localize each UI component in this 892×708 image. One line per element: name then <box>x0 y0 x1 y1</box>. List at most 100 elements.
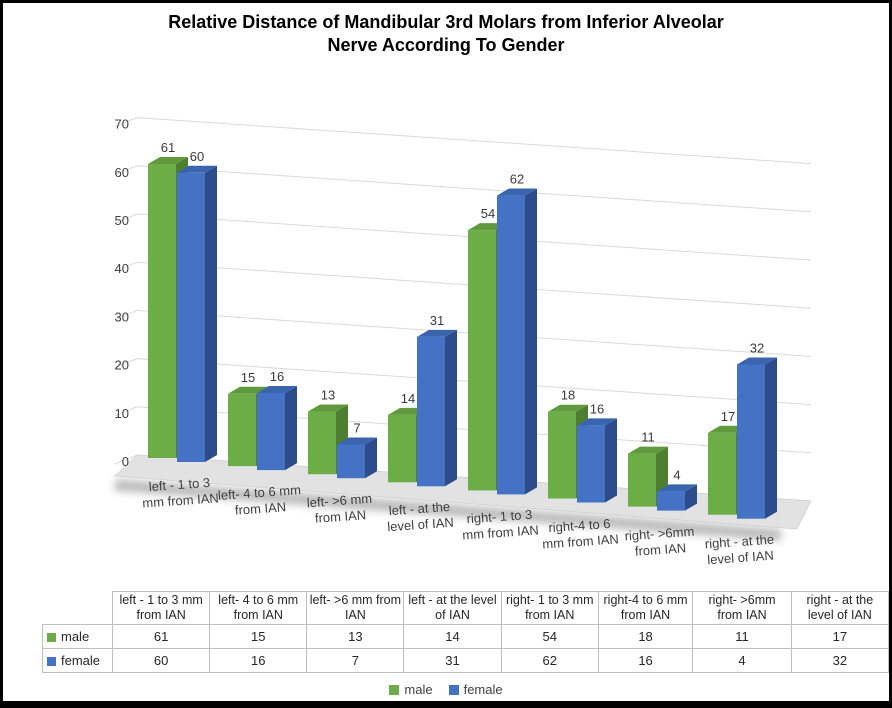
table-column-header: left - at the level of IAN <box>403 591 502 625</box>
table-cell: 7 <box>306 648 405 673</box>
value-label: 17 <box>721 409 735 424</box>
y-axis-tick-label: 70 <box>115 117 129 132</box>
bar-top-face <box>417 329 457 337</box>
legend-label: male <box>404 682 433 697</box>
bar-side-face <box>605 418 617 503</box>
bar-top-face <box>228 386 268 394</box>
table-cell: 60 <box>112 648 211 673</box>
bar-side-face <box>445 329 457 487</box>
legend-swatch-icon <box>448 684 459 695</box>
bar-top-face <box>577 418 617 426</box>
table-row-label: male <box>41 624 114 649</box>
table-cell: 54 <box>500 624 599 649</box>
table-header-row: left - 1 to 3 mm from IAN left- 4 to 6 mm… <box>43 591 889 625</box>
category-label: right - at the level of IAN <box>704 531 775 567</box>
category-label: left - 1 to 3 mm from IAN <box>141 474 220 511</box>
bar-front-face <box>177 172 205 463</box>
y-axis-tick-label: 30 <box>115 309 129 324</box>
floor-shadow <box>114 479 782 541</box>
series-swatch-icon <box>47 656 56 666</box>
value-label: 32 <box>750 340 764 355</box>
bar-front-face <box>548 411 576 499</box>
table-column-header: left - 1 to 3 mm from IAN <box>112 591 211 625</box>
bar-front-face <box>737 364 765 519</box>
bar-side-face <box>765 357 777 519</box>
gridline <box>114 165 812 213</box>
table-cell: 4 <box>692 648 792 673</box>
value-label: 14 <box>401 391 415 406</box>
bar-front-face <box>657 491 685 511</box>
chart-legend: male female <box>3 682 889 697</box>
bar-top-face <box>177 165 217 173</box>
bar-male-2 <box>308 404 348 475</box>
table-row-label: female <box>41 648 114 673</box>
value-label: 54 <box>481 206 495 221</box>
bar-front-face <box>148 163 176 459</box>
bar-front-face <box>497 195 525 495</box>
bar-front-face <box>628 453 656 507</box>
bar-female-6 <box>657 484 697 511</box>
table-cell: 31 <box>403 648 502 673</box>
y-axis-tick-label: 20 <box>115 358 129 373</box>
category-label: right- 1 to 3 mm from IAN <box>461 507 540 543</box>
bar-top-face <box>308 404 348 412</box>
table-cell: 11 <box>692 624 792 649</box>
table-cell: 62 <box>500 648 599 673</box>
table-cell: 32 <box>790 648 889 673</box>
bar-top-face <box>337 437 377 445</box>
table-column-header: right - at the level of IAN <box>790 591 889 625</box>
legend-swatch-icon <box>389 684 400 695</box>
bar-top-face <box>548 404 588 412</box>
bar-front-face <box>337 444 365 479</box>
legend-item-male: male <box>389 682 433 697</box>
bar-female-5 <box>577 418 617 503</box>
table-cell: 17 <box>790 624 889 649</box>
bar-female-2 <box>337 437 377 479</box>
table-header-row: left - 1 to 3 mm from IAN left- 4 to 6 mm… <box>43 591 889 625</box>
legend-item-female: female <box>448 682 503 697</box>
bar-top-face <box>497 188 537 196</box>
bar-front-face <box>708 432 736 515</box>
table-cell: 16 <box>209 648 308 673</box>
table-column-header: left- 4 to 6 mm from IAN <box>209 591 308 625</box>
gridline <box>114 261 812 309</box>
value-label: 61 <box>161 140 175 155</box>
bar-side-face <box>525 188 537 495</box>
category-label: left- >6 mm from IAN <box>306 490 373 526</box>
bar-female-0 <box>177 165 217 463</box>
data-table: left - 1 to 3 mm from IAN left- 4 to 6 mm… <box>41 591 889 673</box>
value-label: 60 <box>190 149 204 164</box>
table-column-header: left- >6 mm from IAN <box>306 591 405 625</box>
bar-top-face <box>628 446 668 454</box>
table-row: female 60 16 7 31 62 16 4 32 <box>41 648 889 673</box>
bar-front-face <box>257 392 285 471</box>
table-cell: 18 <box>597 624 694 649</box>
value-label: 11 <box>641 430 655 445</box>
bar-female-4 <box>497 188 537 495</box>
category-label: left- 4 to 6 mm from IAN <box>217 482 302 518</box>
table-cell: 13 <box>306 624 405 649</box>
bar-front-face <box>308 411 336 475</box>
value-label: 16 <box>590 401 604 416</box>
bar-side-face <box>205 165 217 463</box>
table-cell: 16 <box>597 648 694 673</box>
bar-front-face <box>388 414 416 483</box>
bar-top-face <box>737 357 777 365</box>
bar-female-3 <box>417 329 457 487</box>
value-label: 18 <box>561 388 575 403</box>
value-label: 16 <box>270 369 284 384</box>
gridline <box>114 213 812 261</box>
table-cell: 61 <box>112 624 211 649</box>
bar-front-face <box>577 425 605 503</box>
bar-top-face <box>257 385 297 393</box>
series-swatch-icon <box>47 632 56 642</box>
bar-front-face <box>468 230 496 491</box>
legend-label: female <box>463 682 503 697</box>
value-label: 4 <box>673 467 680 482</box>
gridline <box>114 117 812 165</box>
value-label: 31 <box>430 313 444 328</box>
table-row: male 61 15 13 14 54 18 11 17 <box>41 624 889 649</box>
y-axis-tick-label: 60 <box>115 165 129 180</box>
y-axis-tick-label: 50 <box>115 213 129 228</box>
